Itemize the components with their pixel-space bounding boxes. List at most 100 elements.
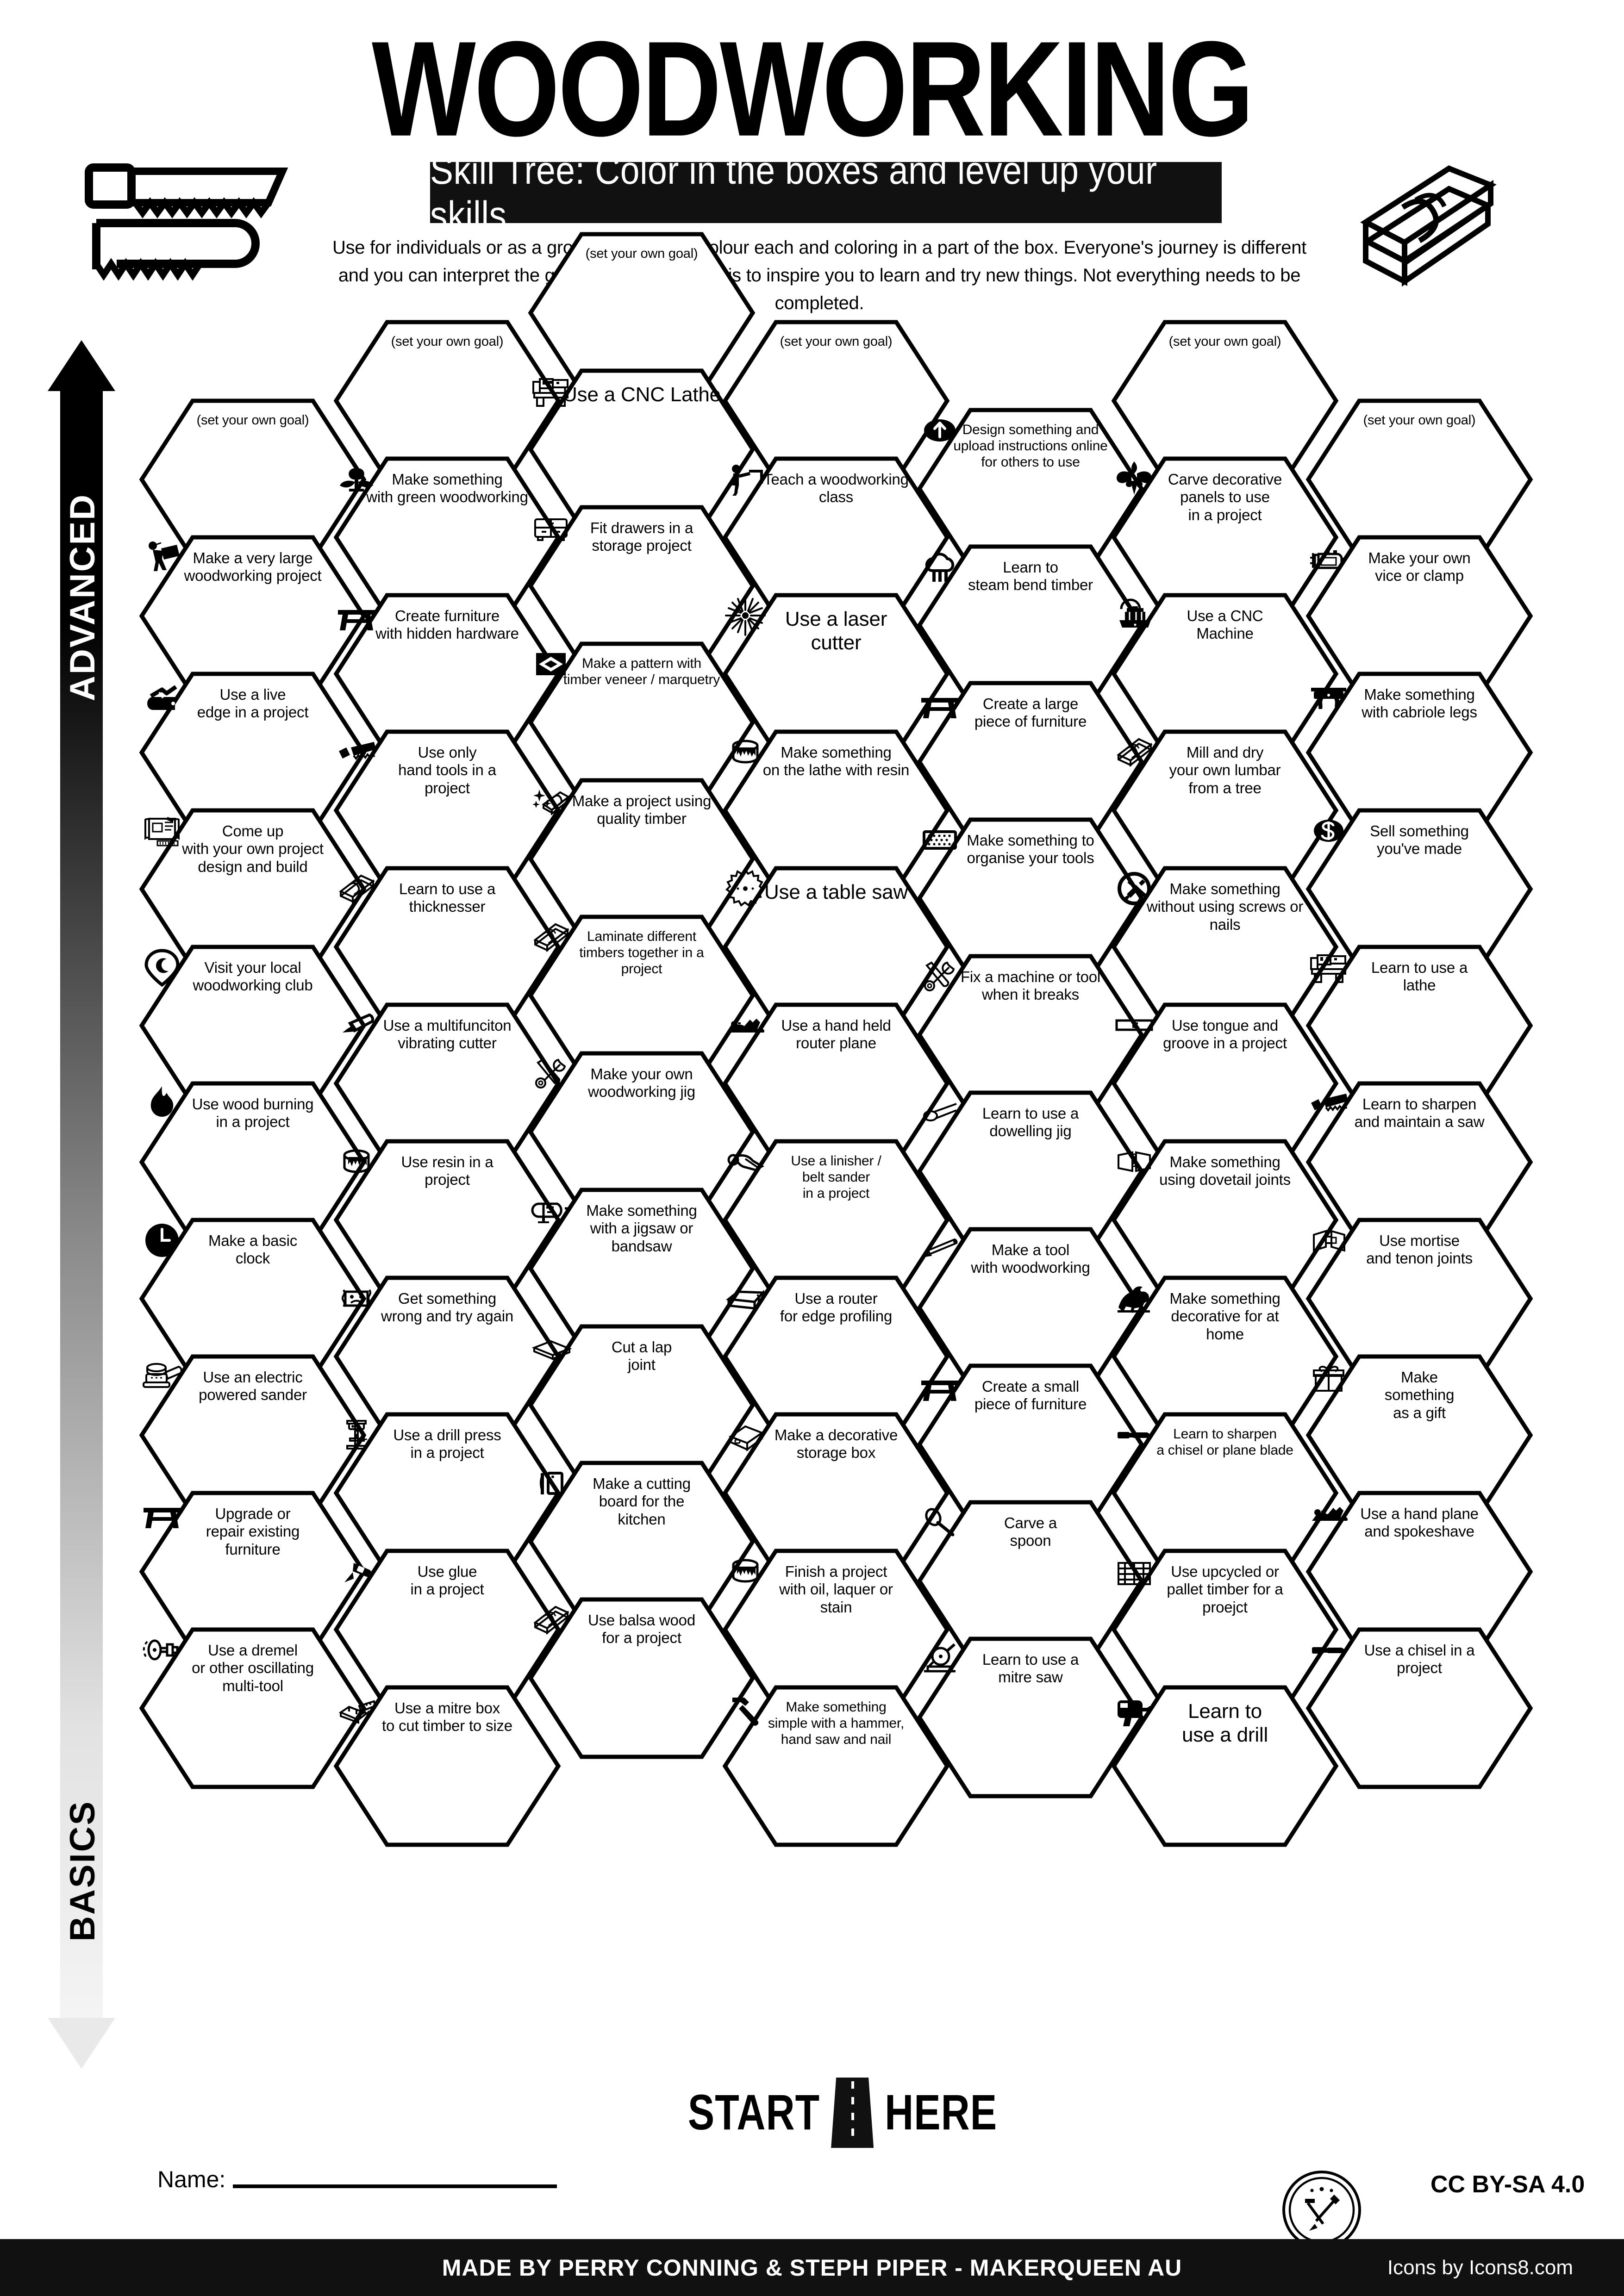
- skill-hex-label: Use only hand tools in a project: [398, 744, 496, 796]
- skill-hex-label: Mill and dry your own lumbar from a tree: [1169, 744, 1281, 796]
- skill-hex-label: Make something decorative for at home: [1169, 1290, 1280, 1343]
- skill-hex[interactable]: Use a live edge in a project: [139, 671, 367, 834]
- skill-hex-label: Use a hand plane and spokeshave: [1360, 1505, 1479, 1540]
- skill-hex[interactable]: Use tongue and groove in a project: [1111, 1002, 1339, 1165]
- subtitle-banner: Skill Tree: Color in the boxes and level…: [430, 149, 1222, 236]
- skill-hex[interactable]: Use a router for edge profiling: [722, 1275, 950, 1438]
- skill-hex-label: Make something with green woodworking: [366, 471, 528, 506]
- skill-hex-label: Use a laser cutter: [785, 608, 887, 654]
- skill-hex-label: Use mortise and tenon joints: [1366, 1232, 1473, 1267]
- skill-hex[interactable]: Make your own vice or clamp: [1305, 535, 1533, 697]
- skill-hex-label: Use a drill press in a project: [393, 1426, 501, 1462]
- skill-hex-label: Make something using dovetail joints: [1159, 1153, 1291, 1188]
- start-label: START: [687, 2084, 820, 2140]
- skill-hex-label: Use a chisel in a project: [1364, 1642, 1475, 1677]
- skill-hex[interactable]: Use balsa wood for a project: [528, 1597, 756, 1760]
- skill-hex-label: (set your own goal): [1168, 334, 1281, 349]
- skill-hex-label: (set your own goal): [1363, 413, 1476, 428]
- skill-hex-label: Design something and upload instructions …: [953, 422, 1108, 470]
- skill-hex[interactable]: Make something simple with a hammer, hand …: [722, 1685, 950, 1848]
- licence-text: CC BY-SA 4.0: [1430, 2171, 1585, 2198]
- skill-hex[interactable]: Come up with your own project design and b…: [139, 808, 367, 971]
- name-field-row[interactable]: Name:: [157, 2166, 557, 2193]
- skill-hex-label: Make something without using screws or nai…: [1146, 880, 1304, 933]
- skill-hex[interactable]: Use a hand plane and spokeshave: [1305, 1490, 1533, 1653]
- skill-hex[interactable]: Make a project using quality timber: [528, 778, 756, 940]
- skill-hex-label: Come up with your own project design and b…: [182, 822, 324, 875]
- makerqueen-logo: [1282, 2171, 1361, 2249]
- skill-hex-label: Use a mitre box to cut timber to size: [382, 1699, 512, 1735]
- name-label: Name:: [157, 2166, 226, 2192]
- skill-hex[interactable]: Fix a machine or tool when it breaks: [917, 953, 1144, 1116]
- skill-hex-label: Learn to use a drill: [1181, 1700, 1268, 1747]
- skill-hex[interactable]: Make a pattern with timber veneer / marqu…: [528, 641, 756, 804]
- skill-hex[interactable]: Cut a lap joint: [528, 1324, 756, 1487]
- skill-hex-label: Use a hand held router plane: [781, 1017, 891, 1052]
- skill-hex[interactable]: Use a CNC Machine: [1111, 592, 1339, 755]
- start-here-marker: START HERE: [662, 2078, 1023, 2148]
- skill-hex[interactable]: Make something using dovetail joints: [1111, 1139, 1339, 1301]
- skill-hex-label: Use a CNC Lathe: [562, 383, 721, 406]
- skill-hex[interactable]: Make something with a jigsaw or bandsaw: [528, 1187, 756, 1350]
- skill-hex[interactable]: Learn to use a dowelling jig: [917, 1090, 1144, 1253]
- skill-hex[interactable]: Learn to sharpen and maintain a saw: [1305, 1081, 1533, 1244]
- skill-hex-label: Upgrade or repair existing furniture: [206, 1505, 300, 1558]
- skill-hex-label: Sell something you've made: [1370, 822, 1469, 858]
- skill-hex[interactable]: Mill and dry your own lumbar from a tree: [1111, 729, 1339, 892]
- skill-hex-label: Make a cutting board for the kitchen: [593, 1475, 691, 1528]
- skill-hex[interactable]: Use a drill press in a project: [333, 1412, 561, 1574]
- skill-hex[interactable]: Use only hand tools in a project: [333, 729, 561, 892]
- skill-hex-label: Create a large piece of furniture: [974, 695, 1087, 730]
- axis-arrow-up-icon: [48, 340, 115, 391]
- road-icon: [831, 2078, 874, 2148]
- skill-hex-label: Use an electric powered sander: [199, 1369, 307, 1404]
- skill-hex[interactable]: Make something as a gift: [1305, 1354, 1533, 1517]
- skill-hex[interactable]: Fit drawers in a storage project: [528, 504, 756, 667]
- skill-hex-label: Learn to use a lathe: [1371, 959, 1468, 994]
- skill-hex[interactable]: Teach a woodworking class: [722, 456, 950, 619]
- skill-hex-label: Create a small piece of furniture: [974, 1378, 1087, 1413]
- page-title: WOODWORKING: [372, 12, 1254, 165]
- skill-hex[interactable]: Make something to organise your tools: [917, 817, 1144, 980]
- skill-hex[interactable]: Create a small piece of furniture: [917, 1363, 1144, 1526]
- skill-hex-label: Use glue in a project: [410, 1563, 484, 1598]
- skill-hex-label: Use a CNC Machine: [1187, 607, 1263, 642]
- skill-hex[interactable]: Use a CNC Lathe: [528, 368, 756, 531]
- skill-hex[interactable]: Sell something you've made: [1305, 808, 1533, 971]
- skill-hex-label: Carve decorative panels to use in a projec…: [1168, 471, 1282, 523]
- skill-hex[interactable]: Use upcycled or pallet timber for a proejc…: [1111, 1548, 1339, 1711]
- subtitle-text: Skill Tree: Color in the boxes and level…: [430, 148, 1157, 237]
- skill-hex[interactable]: Use a chisel in a project: [1305, 1627, 1533, 1790]
- skill-hex[interactable]: Learn to use a drill: [1111, 1685, 1339, 1848]
- skill-hex[interactable]: Carve decorative panels to use in a projec…: [1111, 456, 1339, 619]
- skill-hex-label: Finish a project with oil, laquer or stain: [779, 1563, 893, 1616]
- skill-hex[interactable]: Learn to use a mitre saw: [917, 1636, 1144, 1799]
- skill-hex[interactable]: Create furniture with hidden hardware: [333, 592, 561, 755]
- skill-hex[interactable]: Make something with cabriole legs: [1305, 671, 1533, 834]
- skill-hex[interactable]: Use a hand held router plane: [722, 1002, 950, 1165]
- skill-hex-label: Use wood burning in a project: [192, 1095, 314, 1131]
- skill-hex-label: Use a table saw: [764, 881, 908, 903]
- name-input-line[interactable]: [233, 2184, 557, 2188]
- skill-hex-label: Make something with a jigsaw or bandsaw: [586, 1202, 697, 1255]
- skill-hex-label: Make a pattern with timber veneer / marqu…: [563, 656, 720, 687]
- intro-paragraph: Use for individuals or as a group by pic…: [332, 237, 1306, 313]
- skill-hex[interactable]: Learn to sharpen a chisel or plane blade: [1111, 1412, 1339, 1574]
- skill-hex[interactable]: (set your own goal): [1305, 398, 1533, 561]
- skill-hex[interactable]: Use wood burning in a project: [139, 1081, 367, 1244]
- skill-hex[interactable]: Make something with green woodworking: [333, 456, 561, 619]
- skill-hex[interactable]: Use an electric powered sander: [139, 1354, 367, 1517]
- skill-hex-label: Cut a lap joint: [611, 1338, 672, 1374]
- skill-hex[interactable]: Use a dremel or other oscillating multi-to…: [139, 1627, 367, 1790]
- skill-hex-label: Use tongue and groove in a project: [1163, 1017, 1287, 1052]
- skill-hex-label: Use a router for edge profiling: [780, 1290, 893, 1325]
- skill-hex[interactable]: Use a laser cutter: [722, 592, 950, 755]
- footer-icons-credit: Icons by Icons8.com: [1387, 2256, 1573, 2279]
- skill-hex-label: Use a live edge in a project: [197, 686, 309, 721]
- skill-hex[interactable]: Make a cutting board for the kitchen: [528, 1460, 756, 1623]
- skill-hex[interactable]: Make a decorative storage box: [722, 1412, 950, 1574]
- skill-hex-label: Learn to use a thicknesser: [399, 880, 496, 915]
- skill-hex-label: Learn to use a mitre saw: [982, 1651, 1079, 1686]
- skill-hex[interactable]: Use a mitre box to cut timber to size: [333, 1685, 561, 1848]
- footer-credit: MADE BY PERRY CONNING & STEPH PIPER - MA…: [442, 2254, 1182, 2281]
